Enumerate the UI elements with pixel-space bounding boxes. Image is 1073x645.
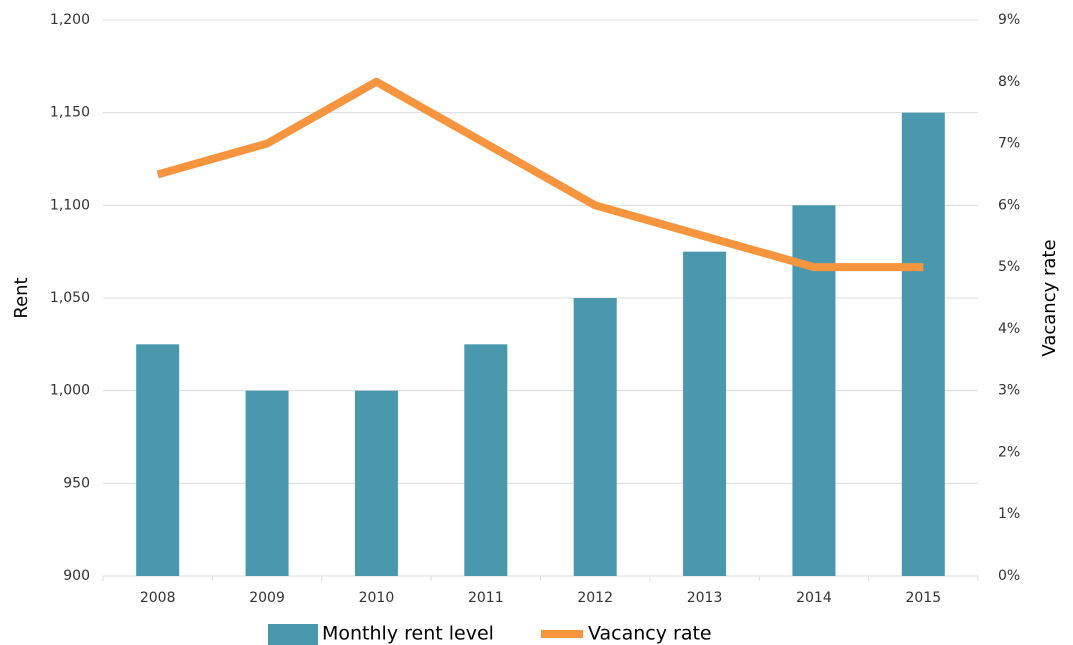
y2-tick-label: 3% <box>998 383 1020 399</box>
y-tick-label: 1,050 <box>50 290 90 306</box>
x-tick-label: 2014 <box>796 590 832 606</box>
bar <box>901 112 945 577</box>
bar <box>683 251 727 576</box>
y2-tick-label: 7% <box>998 136 1020 152</box>
bar <box>354 390 398 576</box>
y2-tick-label: 1% <box>998 506 1020 522</box>
x-tick-label: 2011 <box>468 590 504 606</box>
y2-tick-label: 0% <box>998 568 1020 584</box>
x-tick-label: 2013 <box>687 590 723 606</box>
x-tick-label: 2012 <box>577 590 613 606</box>
bar <box>245 390 289 576</box>
y-tick-label: 1,100 <box>50 197 90 213</box>
x-tick-label: 2015 <box>905 590 941 606</box>
bar <box>136 344 180 576</box>
bar <box>464 344 508 576</box>
y-tick-label: 950 <box>63 475 90 491</box>
y-tick-label: 1,000 <box>50 383 90 399</box>
y2-tick-label: 2% <box>998 444 1020 460</box>
legend-text: Vacancy rate <box>588 623 712 645</box>
legend-swatch <box>541 630 583 638</box>
line <box>156 77 924 272</box>
y2-tick-label: 5% <box>998 259 1020 275</box>
y-tick-label: 1,200 <box>50 12 90 28</box>
x-tick-label: 2010 <box>359 590 395 606</box>
y-tick-label: 1,150 <box>50 105 90 121</box>
y-axis-title: Rent <box>11 277 32 318</box>
y2-tick-label: 4% <box>998 321 1020 337</box>
y2-axis-title: Vacancy rate <box>1039 239 1060 356</box>
y2-tick-label: 6% <box>998 197 1020 213</box>
legend-swatch <box>268 624 318 645</box>
y-tick-label: 900 <box>63 568 90 584</box>
x-tick-label: 2008 <box>140 590 176 606</box>
legend-text: Monthly rent level <box>322 623 494 645</box>
y2-tick-label: 8% <box>998 74 1020 90</box>
bar <box>573 298 617 576</box>
y2-tick-label: 9% <box>998 12 1020 28</box>
x-tick-label: 2009 <box>249 590 285 606</box>
